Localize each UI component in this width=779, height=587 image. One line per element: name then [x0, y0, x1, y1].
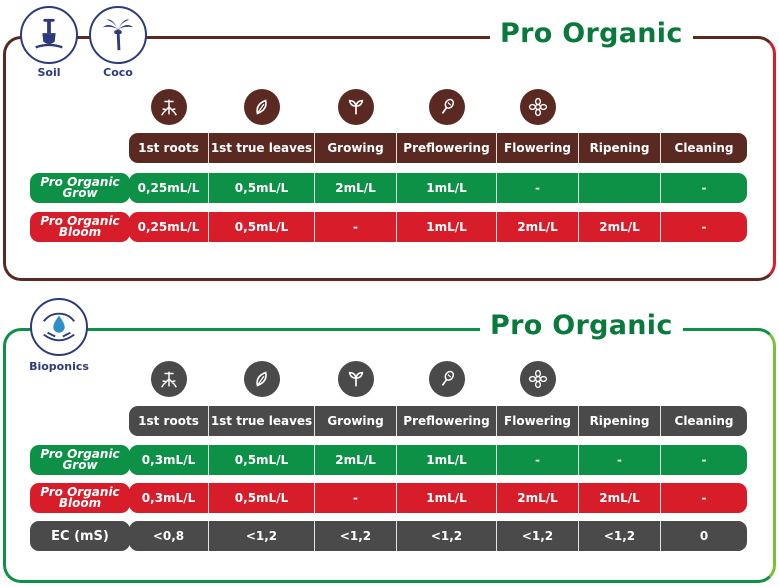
table-cell: 0,5mL/L: [209, 212, 315, 242]
row-label-bloom-2: Pro Organic Bloom: [30, 483, 130, 513]
bioponics-panel: [3, 328, 776, 583]
table-cell: Flowering: [497, 133, 579, 163]
table-cell: -: [315, 212, 397, 242]
row-label-grow-2: Pro Organic Grow: [30, 445, 130, 475]
row-label-line1: Pro Organic: [40, 214, 120, 228]
table-cell: <1,2: [579, 521, 661, 551]
row-label-line1: Pro Organic: [40, 175, 120, 189]
row-label-line2: Bloom: [58, 225, 102, 239]
row-label-line2: Grow: [62, 458, 98, 472]
sprout-icon: [338, 361, 374, 397]
table-cell: 1mL/L: [397, 212, 497, 242]
table-cell: 2mL/L: [497, 483, 579, 513]
palm-tree-icon: [102, 19, 134, 51]
grow-dosage-row-1: 0,25mL/L 0,5mL/L 2mL/L 1mL/L - -: [129, 173, 747, 203]
grow-dosage-row-2: 0,3mL/L 0,5mL/L 2mL/L 1mL/L - - -: [129, 445, 747, 475]
ec-label: EC (mS): [51, 528, 109, 544]
table-cell: Preflowering: [397, 133, 497, 163]
row-label-grow-1: Pro Organic Grow: [30, 173, 130, 203]
table-cell: 1st true leaves: [209, 406, 315, 436]
table-cell: Cleaning: [674, 414, 734, 428]
bloom-dosage-row-1: 0,25mL/L 0,5mL/L -1mL/L 2mL/L 2mL/L -: [129, 212, 747, 242]
shovel-icon: [35, 18, 63, 49]
table-cell: -: [701, 181, 707, 195]
roots-icon: [151, 361, 187, 397]
preflower-icon: [429, 89, 465, 125]
table-cell: 0,25mL/L: [129, 173, 209, 203]
row-label-ec: EC (mS): [30, 521, 130, 551]
brand-badge-2: Pro Organic: [480, 310, 683, 341]
table-cell: <1,2: [209, 521, 315, 551]
table-cell: 0,3mL/L: [129, 445, 209, 475]
table-cell: 0,5mL/L: [209, 173, 315, 203]
table-cell: Flowering: [497, 406, 579, 436]
table-cell: 1st roots: [129, 133, 209, 163]
bioponics-icon: [30, 298, 88, 356]
table-cell: <1,2: [315, 521, 397, 551]
preflower-icon: [429, 361, 465, 397]
leaf-icon: [244, 89, 280, 125]
leaf-icon: [244, 361, 280, 397]
water-hands-icon: [43, 312, 75, 342]
table-cell: -: [701, 220, 707, 234]
table-cell: [579, 173, 661, 203]
table-cell: 2mL/L: [315, 173, 397, 203]
stage-header-row-1: 1st roots 1st true leaves Growing Preflower…: [129, 133, 747, 163]
table-cell: -: [497, 173, 579, 203]
ec-row: <0,8 <1,2 <1,2 <1,2 <1,2 <1,2 0: [129, 521, 747, 551]
media-label-bioponics: Bioponics: [29, 360, 89, 373]
table-cell: 2mL/L: [497, 212, 579, 242]
table-cell: 2mL/L: [579, 212, 661, 242]
table-cell: Growing: [315, 406, 397, 436]
row-label-bloom-1: Pro Organic Bloom: [30, 212, 130, 242]
table-cell: -: [701, 453, 707, 467]
flower-icon: [520, 361, 556, 397]
soil-icon: [20, 6, 78, 64]
table-cell: 0,25mL/L: [129, 212, 209, 242]
table-cell: 2mL/L: [579, 483, 661, 513]
stage-header-row-2: 1st roots 1st true leaves Growing Preflower…: [129, 406, 747, 436]
table-cell: 0: [699, 529, 709, 543]
table-cell: 0,3mL/L: [129, 483, 209, 513]
row-label-line1: Pro Organic: [40, 447, 120, 461]
table-cell: Growing: [315, 133, 397, 163]
table-cell: -: [497, 445, 579, 475]
table-cell: 1mL/L: [397, 445, 497, 475]
soil-coco-panel: [3, 36, 776, 281]
media-label-soil: Soil: [37, 66, 61, 79]
brand-title: Pro Organic: [500, 18, 683, 49]
table-cell: Cleaning: [674, 141, 734, 155]
table-cell: 1mL/L: [397, 173, 497, 203]
table-cell: Preflowering: [397, 406, 497, 436]
table-cell: <0,8: [129, 521, 209, 551]
coco-icon: [89, 6, 147, 64]
roots-icon: [151, 89, 187, 125]
table-cell: Ripening: [579, 406, 661, 436]
sprout-icon: [338, 89, 374, 125]
table-cell: 0,5mL/L: [209, 445, 315, 475]
table-cell: 1st true leaves: [209, 133, 315, 163]
row-label-line1: Pro Organic: [40, 485, 120, 499]
flower-icon: [520, 89, 556, 125]
table-cell: <1,2: [497, 521, 579, 551]
row-label-line2: Bloom: [58, 496, 102, 510]
table-cell: -: [579, 445, 661, 475]
table-cell: -: [315, 483, 397, 513]
brand-badge-1: Pro Organic: [490, 18, 693, 49]
table-cell: 2mL/L: [315, 445, 397, 475]
table-cell: <1,2: [397, 521, 497, 551]
table-cell: 1mL/L: [397, 483, 497, 513]
table-cell: 0,5mL/L: [209, 483, 315, 513]
table-cell: 1st roots: [129, 406, 209, 436]
table-cell: Ripening: [579, 133, 661, 163]
bloom-dosage-row-2: 0,3mL/L 0,5mL/L -1mL/L 2mL/L 2mL/L -: [129, 483, 747, 513]
media-label-coco: Coco: [103, 66, 133, 79]
row-label-line2: Grow: [62, 186, 98, 200]
brand-title: Pro Organic: [490, 310, 673, 341]
table-cell: -: [701, 491, 707, 505]
